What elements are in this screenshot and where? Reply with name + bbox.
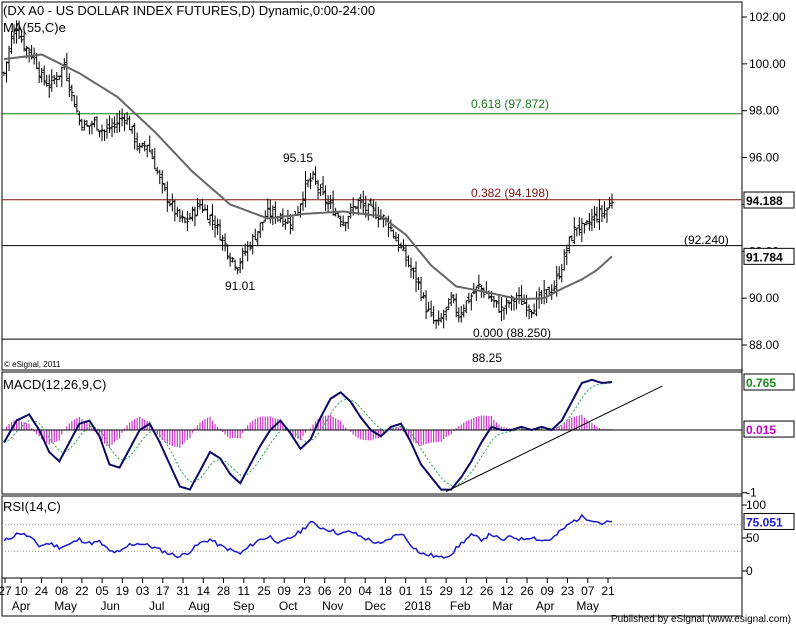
x-tick-label: 12 (460, 584, 474, 598)
price-annotation: 91.01 (225, 279, 255, 293)
x-tick-label: 07 (581, 584, 595, 598)
signal-value-label-box (743, 420, 795, 438)
x-tick-label: 05 (95, 584, 109, 598)
macd-signal-line (3, 382, 613, 487)
x-month-label: Sep (233, 599, 255, 613)
macd-trendline (445, 385, 663, 492)
rsi-y-tick-label: 50 (746, 531, 760, 545)
x-tick-label: 26 (520, 584, 534, 598)
fib-level-label: 0.000 (88.250) (473, 326, 551, 340)
x-tick-label: 12 (500, 584, 514, 598)
text-labels: (DX A0 - US DOLLAR INDEX FUTURES,D) Dyna… (3, 3, 791, 625)
macd-value-label-box (743, 373, 795, 391)
price-annotation: 88.25 (472, 351, 502, 365)
fib-level-label: (92.240) (684, 233, 729, 247)
x-tick-label: 20 (338, 584, 352, 598)
x-tick-label: 10 (15, 584, 29, 598)
x-tick-label: 08 (55, 584, 69, 598)
rsi-y-tick-label: 0 (746, 564, 753, 578)
x-tick-label: 24 (35, 584, 49, 598)
x-month-label: Apr (536, 599, 555, 613)
fib-level-label: 0.618 (97.872) (471, 97, 549, 111)
x-month-label: May (576, 599, 599, 613)
signal-value-label: 0.015 (746, 423, 776, 437)
x-month-label: Feb (450, 599, 471, 613)
price-panel: 102.00100.0098.0096.0094.0092.0090.0088.… (2, 10, 795, 365)
price-y-tick-label: 90.00 (749, 291, 779, 305)
x-month-label: Dec (365, 599, 386, 613)
x-month-label: Mar (492, 599, 513, 613)
macd-panel: -1 0.765 0.015 (2, 373, 795, 500)
panel-frames (1, 1, 743, 617)
x-tick-label: 23 (298, 584, 312, 598)
last-price-label: 94.188 (746, 194, 783, 208)
ohlc-bars (2, 20, 614, 329)
x-month-label: Nov (322, 599, 343, 613)
x-tick-label: 31 (176, 584, 190, 598)
x-month-label: Jun (100, 599, 119, 613)
x-tick-label: 18 (379, 584, 393, 598)
x-tick-label: 01 (399, 584, 413, 598)
price-y-tick-label: 88.00 (749, 338, 779, 352)
x-month-label: Oct (279, 599, 298, 613)
x-tick-label: 09 (278, 584, 292, 598)
x-month-label: Apr (12, 599, 31, 613)
x-axis: 27 10 24 08 22 05 19 03 17 31 14 28 11 25 09 23 06 20 04 18… (0, 578, 615, 613)
x-tick-label: 15 (419, 584, 433, 598)
rsi-y-tick-label: 100 (746, 498, 766, 512)
last-price-label-box (743, 191, 795, 209)
rsi-panel: 100 50 0 75.051 (2, 498, 795, 578)
x-month-label: Aug (189, 599, 210, 613)
rsi-value-label-box (743, 512, 795, 530)
ma-value-label-box (743, 247, 795, 265)
x-tick-label: 04 (359, 584, 373, 598)
macd-y-tick-label: -1 (746, 486, 757, 500)
macd-line (3, 378, 613, 491)
x-tick-label: 27 (0, 584, 12, 598)
x-tick-label: 28 (217, 584, 231, 598)
x-tick-label: 21 (601, 584, 615, 598)
footer-credit: Published by eSignal (www.esignal.com) (611, 614, 791, 625)
macd-value-label: 0.765 (746, 376, 776, 390)
x-tick-label: 09 (541, 584, 555, 598)
chart-title: (DX A0 - US DOLLAR INDEX FUTURES,D) Dyna… (3, 3, 375, 18)
x-month-label: Jul (149, 599, 164, 613)
x-tick-label: 17 (156, 584, 170, 598)
price-y-tick-label: 102.00 (749, 10, 786, 24)
x-tick-label: 29 (439, 584, 453, 598)
x-tick-label: 23 (561, 584, 575, 598)
x-tick-label: 22 (75, 584, 89, 598)
watermark: © eSignal, 2011 (4, 360, 61, 369)
rsi-value-label: 75.051 (746, 515, 783, 529)
x-tick-label: 11 (238, 584, 251, 598)
ma-indicator-label: MA(55,C)e (3, 20, 66, 35)
fib-level-label: 0.382 (94.198) (471, 186, 549, 200)
x-tick-label: 26 (480, 584, 494, 598)
ma-55-line (3, 53, 613, 301)
rsi-title: RSI(14,C) (3, 499, 61, 514)
rsi-line (3, 513, 613, 559)
x-tick-label: 25 (257, 584, 271, 598)
x-month-label: May (54, 599, 77, 613)
price-y-tick-label: 96.00 (749, 151, 779, 165)
x-tick-label: 19 (116, 584, 130, 598)
x-tick-label: 03 (136, 584, 150, 598)
x-month-label: 2018 (404, 599, 431, 613)
ma-value-label: 91.784 (746, 250, 783, 264)
x-tick-label: 06 (318, 584, 332, 598)
price-y-tick-label: 100.00 (749, 57, 786, 71)
macd-title: MACD(12,26,9,C) (3, 377, 106, 392)
price-y-tick-label: 98.00 (749, 104, 779, 118)
price-annotation: 95.15 (283, 151, 313, 165)
x-axis-frame (1, 577, 743, 617)
x-tick-label: 14 (197, 584, 211, 598)
